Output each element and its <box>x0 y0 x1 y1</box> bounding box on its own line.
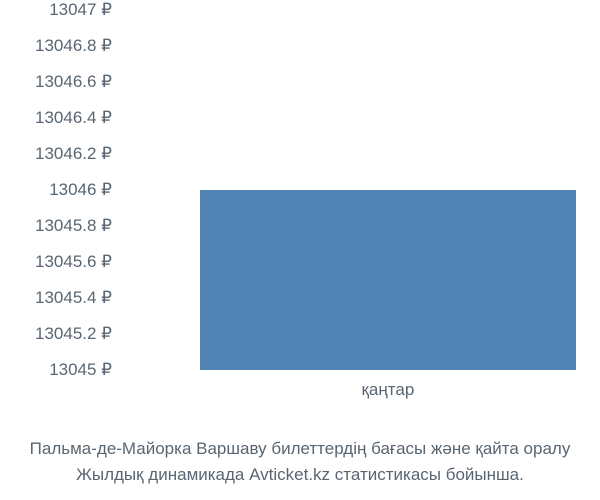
y-tick: 13046.2 ₽ <box>0 144 112 164</box>
y-tick: 13046.8 ₽ <box>0 36 112 56</box>
y-tick: 13045.6 ₽ <box>0 252 112 272</box>
bar-january <box>200 190 576 370</box>
y-tick: 13045.2 ₽ <box>0 324 112 344</box>
y-tick: 13046 ₽ <box>0 180 112 200</box>
y-tick: 13047 ₽ <box>0 0 112 20</box>
y-tick: 13046.6 ₽ <box>0 72 112 92</box>
chart-area: 13047 ₽ 13046.8 ₽ 13046.6 ₽ 13046.4 ₽ 13… <box>0 0 600 420</box>
y-tick: 13045 ₽ <box>0 360 112 380</box>
y-axis: 13047 ₽ 13046.8 ₽ 13046.6 ₽ 13046.4 ₽ 13… <box>0 0 120 380</box>
y-tick: 13045.4 ₽ <box>0 288 112 308</box>
x-tick: қаңтар <box>361 380 414 400</box>
y-tick: 13045.8 ₽ <box>0 216 112 236</box>
y-tick: 13046.4 ₽ <box>0 108 112 128</box>
plot-area <box>120 10 590 370</box>
caption-line-2: Жылдық динамикада Avticket.kz статистика… <box>0 462 600 488</box>
caption-line-1: Пальма-де-Майорка Варшаву билеттердің ба… <box>0 436 600 462</box>
